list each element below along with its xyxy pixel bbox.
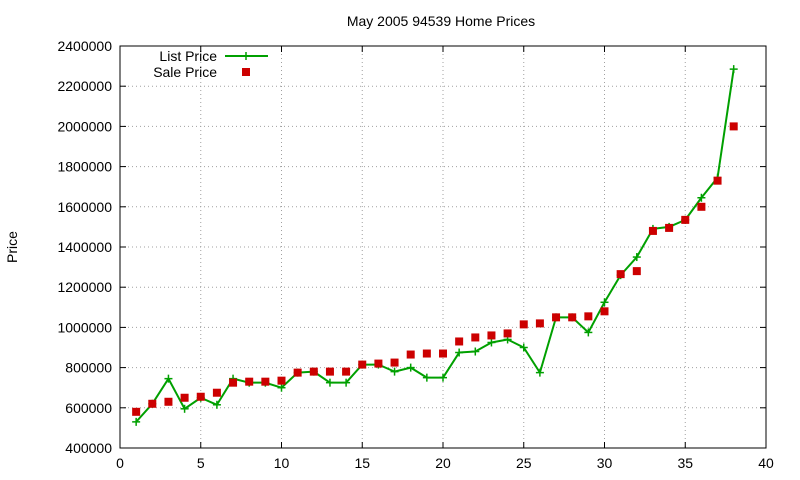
- list-price-series: [132, 65, 738, 426]
- legend-square-marker: [242, 68, 250, 76]
- sale-price-point: [729, 122, 738, 131]
- list-price-point: [455, 348, 464, 357]
- sale-price-point: [519, 320, 528, 329]
- y-tick-label: 400000: [65, 440, 112, 456]
- x-tick-label: 30: [597, 455, 613, 471]
- sale-price-point: [261, 377, 270, 386]
- sale-price-point: [293, 368, 302, 377]
- legend-sample-sale-price: [242, 68, 250, 76]
- sale-price-point: [487, 331, 496, 340]
- list-price-point: [180, 404, 189, 413]
- sale-price-point: [455, 337, 464, 346]
- sale-price-point: [390, 358, 399, 367]
- sale-price-point: [503, 329, 512, 338]
- sale-price-point: [406, 350, 415, 359]
- legend-sample-list-price: [225, 52, 268, 60]
- y-axis-label: Price: [4, 231, 20, 263]
- y-tick-label: 1000000: [57, 319, 112, 335]
- list-price-point: [132, 417, 141, 426]
- sale-price-series: [132, 122, 738, 416]
- x-tick-label: 15: [354, 455, 370, 471]
- chart-title: May 2005 94539 Home Prices: [347, 13, 535, 29]
- sale-price-point: [713, 176, 722, 185]
- y-tick-label: 1600000: [57, 199, 112, 215]
- list-price-point: [342, 378, 351, 387]
- list-price-point: [584, 328, 593, 337]
- sale-price-point: [439, 349, 447, 358]
- x-tick-label: 5: [197, 455, 205, 471]
- sale-price-point: [568, 313, 577, 322]
- list-price-point: [600, 298, 609, 307]
- sale-price-point: [342, 367, 351, 376]
- sale-price-point: [584, 312, 593, 321]
- sale-price-point: [148, 399, 157, 408]
- sale-price-point: [358, 360, 367, 369]
- sale-price-point: [681, 215, 690, 224]
- sale-price-point: [552, 313, 561, 322]
- sale-price-point: [180, 393, 189, 402]
- list-price-point: [212, 400, 221, 409]
- sale-price-point: [422, 349, 431, 358]
- list-price-point: [471, 347, 480, 356]
- sale-price-point: [471, 333, 480, 342]
- sale-price-point: [632, 267, 641, 276]
- y-tick-label: 1800000: [57, 159, 112, 175]
- sale-price-point: [277, 376, 286, 385]
- sale-price-point: [600, 307, 609, 316]
- list-price-point: [406, 363, 415, 372]
- y-tick-labels: 400000 600000 800000 1000000 1200000 1400000 1…: [57, 38, 112, 456]
- list-price-point: [277, 383, 286, 392]
- sale-price-point: [648, 226, 657, 235]
- sale-price-point: [212, 388, 221, 397]
- sale-price-point: [245, 377, 254, 386]
- x-tick-labels: 0 5 10 15 20 25 30 35 40: [116, 455, 774, 471]
- list-price-point: [519, 343, 528, 352]
- y-tick-label: 2400000: [57, 38, 112, 54]
- x-tick-label: 40: [758, 455, 774, 471]
- sale-price-point: [164, 397, 173, 406]
- list-price-point: [535, 368, 544, 377]
- sale-price-point: [374, 359, 383, 368]
- sale-price-point: [665, 223, 674, 232]
- x-tick-label: 0: [116, 455, 124, 471]
- list-price-point: [422, 373, 431, 382]
- list-price-point: [697, 193, 706, 202]
- axis-ticks: [119, 45, 767, 449]
- sale-price-point: [616, 270, 625, 279]
- sale-price-point: [697, 202, 706, 211]
- sale-price-point: [196, 392, 205, 401]
- legend-plus-marker: [242, 52, 250, 60]
- x-tick-label: 20: [435, 455, 451, 471]
- list-price-point: [632, 253, 641, 262]
- sale-price-point: [309, 367, 318, 376]
- list-price-point: [729, 65, 738, 74]
- y-tick-label: 2000000: [57, 118, 112, 134]
- grid: [120, 46, 766, 448]
- list-price-point: [487, 338, 496, 347]
- list-price-point: [164, 374, 173, 383]
- y-tick-label: 800000: [65, 360, 112, 376]
- legend: List Price Sale Price: [153, 48, 268, 80]
- list-price-line: [135, 68, 735, 423]
- x-tick-label: 10: [274, 455, 290, 471]
- list-price-point: [439, 373, 447, 382]
- x-tick-label: 25: [516, 455, 532, 471]
- list-price-point: [390, 367, 399, 376]
- sale-price-point: [535, 319, 544, 328]
- sale-price-point: [325, 367, 334, 376]
- y-tick-label: 1400000: [57, 239, 112, 255]
- x-tick-label: 35: [677, 455, 693, 471]
- y-tick-label: 2200000: [57, 78, 112, 94]
- sale-price-point: [229, 378, 238, 387]
- y-tick-label: 600000: [65, 400, 112, 416]
- sale-price-point: [132, 407, 141, 416]
- y-tick-label: 1200000: [57, 279, 112, 295]
- list-price-point: [325, 378, 334, 387]
- legend-label-sale-price: Sale Price: [153, 64, 217, 80]
- legend-label-list-price: List Price: [159, 48, 217, 64]
